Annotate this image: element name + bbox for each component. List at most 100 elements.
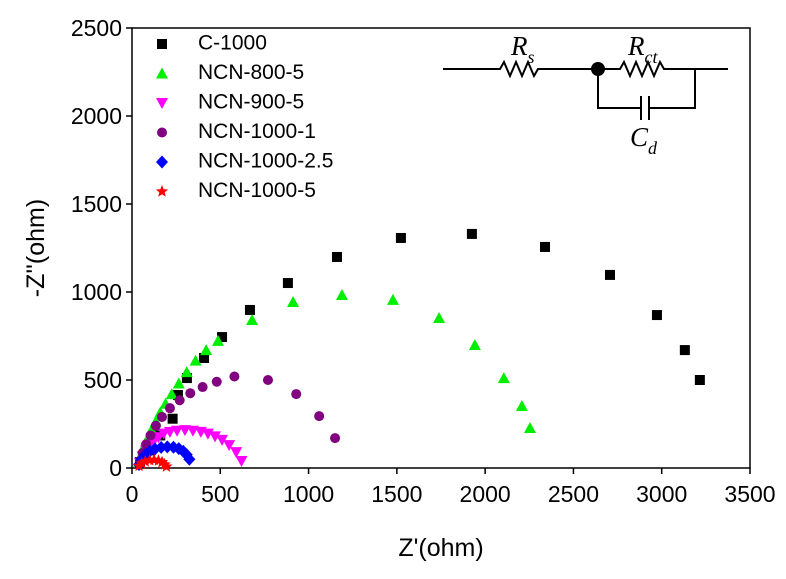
- annotation: Cd: [630, 122, 658, 158]
- data-point: [189, 354, 202, 366]
- data-point: [180, 366, 193, 378]
- data-point: [139, 454, 152, 467]
- data-point: [466, 228, 477, 239]
- x-tick-label: 1500: [371, 481, 422, 507]
- data-point: [291, 389, 302, 400]
- data-point: [335, 288, 348, 300]
- data-point: [235, 455, 248, 467]
- data-point: [178, 425, 191, 437]
- data-point: [497, 372, 510, 384]
- annotation-sub: s: [528, 47, 535, 67]
- y-tick-label: 1000: [71, 279, 122, 305]
- legend-marker: [157, 127, 167, 138]
- annotation: Rs: [510, 31, 535, 67]
- data-point: [145, 430, 156, 441]
- data-point: [651, 310, 662, 321]
- data-point: [262, 375, 273, 385]
- data-point: [200, 344, 213, 356]
- data-point: [172, 377, 185, 389]
- data-point: [181, 373, 192, 384]
- x-tick-label: 2000: [460, 481, 511, 507]
- x-tick-label: 1000: [283, 481, 334, 507]
- data-point: [199, 353, 210, 363]
- y-tick-label: 2000: [71, 103, 122, 129]
- y-tick-label: 1500: [71, 191, 122, 217]
- data-point: [230, 447, 243, 459]
- y-tick-label: 500: [84, 367, 122, 393]
- data-point: [229, 371, 240, 382]
- data-point: [395, 232, 406, 243]
- legend-label: NCN-1000-2.5: [198, 150, 333, 173]
- annotation-main: C: [630, 122, 649, 152]
- data-point: [197, 382, 208, 393]
- legend-marker: [156, 98, 168, 109]
- data-point: [211, 334, 224, 346]
- data-point: [143, 453, 156, 466]
- data-point: [165, 388, 178, 400]
- data-point: [433, 312, 446, 324]
- data-point: [330, 433, 341, 444]
- data-point: [515, 400, 528, 412]
- y-tick-label: 2500: [71, 15, 122, 41]
- data-point: [167, 413, 178, 424]
- data-point: [150, 420, 161, 431]
- data-point: [287, 296, 300, 308]
- data-point: [540, 241, 551, 252]
- circuit-wire: [443, 59, 728, 79]
- data-point: [217, 332, 228, 343]
- capacitor: [640, 96, 650, 120]
- circuit-branch: [597, 69, 696, 109]
- legend-marker: [156, 155, 168, 169]
- legend-label: C-1000: [198, 32, 267, 55]
- data-point: [185, 388, 196, 399]
- data-point: [246, 313, 259, 325]
- data-point: [208, 431, 221, 443]
- data-point: [314, 411, 325, 422]
- data-point: [244, 304, 255, 315]
- data-point: [183, 452, 196, 466]
- junction: [591, 62, 605, 76]
- data-point: [152, 454, 165, 466]
- x-tick-label: 3500: [724, 481, 775, 507]
- data-point: [158, 457, 171, 470]
- data-point: [694, 375, 705, 385]
- data-point: [172, 389, 183, 400]
- data-point: [468, 338, 481, 350]
- plot-frame: [131, 27, 751, 469]
- legend-marker: [156, 67, 168, 79]
- legend-label: NCN-1000-5: [198, 179, 316, 202]
- legend-marker: [157, 39, 167, 49]
- data-point: [386, 293, 399, 305]
- data-point: [223, 440, 236, 452]
- data-point: [679, 345, 690, 356]
- data-point: [211, 376, 222, 387]
- annotation: Rct: [627, 31, 658, 67]
- data-point: [155, 455, 169, 468]
- data-point: [171, 425, 184, 437]
- annotation-main: R: [510, 31, 528, 61]
- data-point: [282, 278, 293, 289]
- legend-label: NCN-800-5: [198, 61, 304, 84]
- data-point: [331, 251, 342, 262]
- x-tick-label: 500: [201, 481, 239, 507]
- x-tick-label: 2500: [548, 481, 599, 507]
- y-axis-title: -Z''(ohm): [22, 199, 50, 297]
- data-point: [135, 457, 148, 469]
- legend-label: NCN-1000-1: [198, 120, 316, 143]
- legend-marker: [155, 185, 169, 197]
- data-point: [163, 426, 176, 438]
- data-point: [164, 403, 175, 414]
- y-tick-label: 0: [109, 455, 122, 481]
- legend-label: NCN-900-5: [198, 91, 304, 114]
- x-tick-label: 3000: [636, 481, 687, 507]
- x-tick-label: 0: [126, 481, 139, 507]
- annotation-sub: ct: [645, 47, 659, 67]
- data-point: [157, 411, 168, 422]
- data-point: [160, 460, 173, 472]
- data-point: [523, 422, 536, 434]
- data-point: [216, 434, 229, 446]
- data-point: [604, 269, 615, 280]
- circuit-diagram: [443, 59, 728, 120]
- data-point: [174, 395, 185, 406]
- x-axis-title: Z'(ohm): [398, 534, 483, 562]
